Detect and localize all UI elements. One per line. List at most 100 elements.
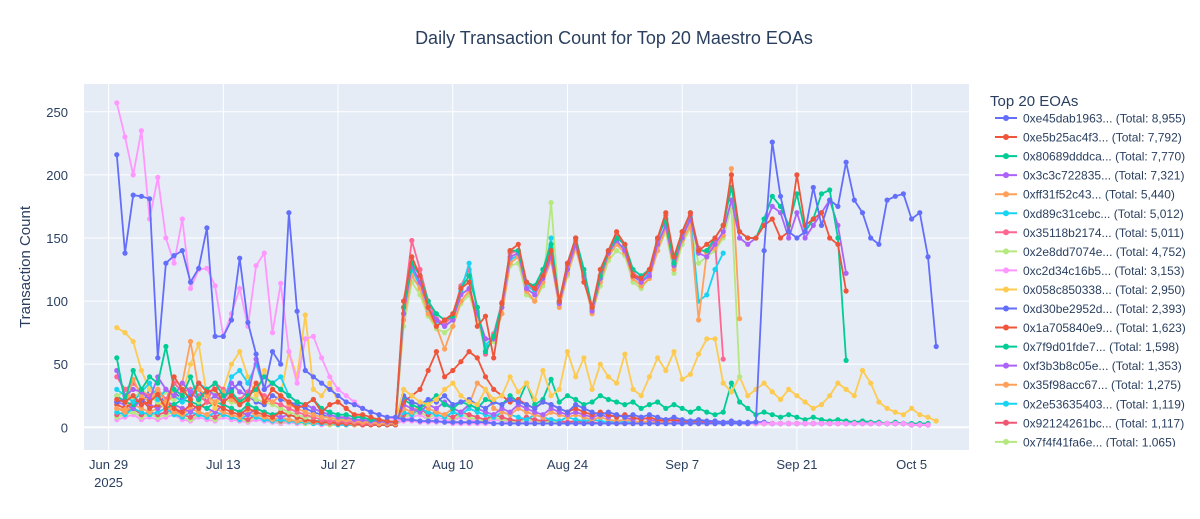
data-point [450, 405, 456, 411]
legend-item[interactable]: 0xd89c31cebc... (Total: 5,012) [995, 207, 1184, 221]
data-point [564, 393, 571, 399]
data-point [663, 367, 669, 374]
data-point [786, 412, 792, 418]
legend-item[interactable]: 0xff31f52c43... (Total: 5,440) [995, 188, 1175, 202]
data-point [556, 298, 562, 304]
data-point [728, 172, 735, 178]
series-layer [114, 100, 939, 428]
data-point [720, 229, 726, 235]
data-point [212, 399, 218, 405]
data-point [450, 419, 456, 425]
data-point [696, 260, 702, 266]
legend-label: 0xd30be2952d... (Total: 2,393) [1023, 302, 1186, 316]
legend[interactable]: Top 20 EOAs 0xe45dab1963... (Total: 8,95… [990, 93, 1186, 449]
legend-item[interactable]: 0xe45dab1963... (Total: 8,955) [995, 112, 1186, 126]
data-point [859, 367, 866, 374]
legend-item[interactable]: 0x3c3c722835... (Total: 7,321) [995, 169, 1184, 183]
data-point [671, 260, 677, 266]
data-point [442, 346, 448, 352]
data-point [638, 414, 644, 420]
data-point [499, 393, 505, 399]
data-point [597, 420, 603, 427]
y-tick-label: 100 [46, 294, 68, 309]
data-point [253, 351, 259, 357]
legend-item[interactable]: 0xd30be2952d... (Total: 2,393) [995, 302, 1186, 316]
legend-item[interactable]: 0x058c850338... (Total: 2,950) [995, 283, 1185, 297]
legend-item[interactable]: 0x80689dddca... (Total: 7,770) [995, 150, 1185, 164]
data-point [335, 399, 341, 405]
data-point [499, 420, 505, 427]
data-point [671, 266, 677, 273]
data-point [663, 210, 669, 216]
data-point [187, 409, 194, 415]
data-point [704, 292, 710, 298]
data-point [343, 399, 349, 405]
legend-item[interactable]: 0xc2d34c16b5... (Total: 3,153) [995, 264, 1184, 278]
data-point [810, 405, 816, 411]
data-point [130, 399, 136, 405]
data-point [761, 409, 767, 415]
data-point [376, 417, 382, 423]
data-point [507, 409, 513, 415]
data-point [245, 402, 251, 408]
data-point [868, 420, 874, 427]
data-point [851, 393, 857, 399]
data-point [319, 409, 325, 415]
data-point [638, 393, 644, 399]
data-point [507, 374, 513, 380]
legend-label: 0x3c3c722835... (Total: 7,321) [1023, 169, 1184, 183]
data-point [253, 263, 259, 269]
data-point [278, 374, 284, 380]
data-point [655, 355, 661, 361]
data-point [409, 405, 415, 411]
data-point [179, 399, 185, 405]
data-point [474, 380, 480, 386]
data-point [130, 192, 136, 198]
data-point [564, 349, 571, 355]
data-point [253, 409, 259, 415]
data-point [237, 349, 243, 355]
data-point [442, 317, 448, 323]
data-point [458, 409, 464, 415]
data-point [818, 402, 825, 408]
data-point [687, 210, 694, 216]
data-point [409, 254, 415, 260]
legend-item[interactable]: 0x7f4f41fa6e... (Total: 1,065) [995, 435, 1176, 449]
legend-swatch-marker [1003, 343, 1009, 350]
data-point [712, 266, 718, 273]
legend-item[interactable]: 0xf3b3b8c05e... (Total: 1,353) [995, 359, 1182, 373]
legend-item[interactable]: 0x2e53635403... (Total: 1,119) [995, 397, 1185, 411]
data-point [548, 417, 554, 423]
legend-item[interactable]: 0x7f9d01fde7... (Total: 1,598) [995, 340, 1179, 354]
data-point [253, 380, 259, 386]
data-point [900, 191, 907, 197]
data-point [663, 417, 669, 423]
legend-item[interactable]: 0xe5b25ac4f3... (Total: 7,792) [995, 131, 1182, 145]
legend-item[interactable]: 0x35118b2174... (Total: 5,011) [995, 226, 1184, 240]
legend-item[interactable]: 0x92124261bc... (Total: 1,117) [995, 416, 1184, 430]
data-point [220, 405, 226, 411]
legend-items[interactable]: 0xe45dab1963... (Total: 8,955) 0xe5b25ac4… [995, 112, 1186, 450]
data-point [532, 417, 538, 423]
data-point [548, 405, 554, 411]
data-point [442, 419, 448, 425]
data-point [704, 254, 710, 260]
data-point [147, 196, 153, 202]
data-point [835, 203, 841, 209]
x-tick-label: Sep 7 [665, 457, 699, 472]
data-point [614, 399, 620, 405]
legend-item[interactable]: 0x35f98acc67... (Total: 1,275) [995, 378, 1181, 392]
legend-item[interactable]: 0x2e8dd7074e... (Total: 4,752) [995, 245, 1186, 259]
data-point [269, 349, 276, 355]
legend-item[interactable]: 0x1a705840e9... (Total: 1,623) [995, 321, 1186, 335]
data-point [442, 402, 448, 408]
data-point [474, 419, 480, 425]
data-point [319, 355, 325, 361]
data-point [868, 235, 874, 241]
data-point [442, 323, 448, 329]
data-point [646, 402, 653, 408]
data-point [294, 380, 300, 386]
data-point [655, 399, 661, 405]
legend-swatch-marker [1003, 210, 1009, 217]
